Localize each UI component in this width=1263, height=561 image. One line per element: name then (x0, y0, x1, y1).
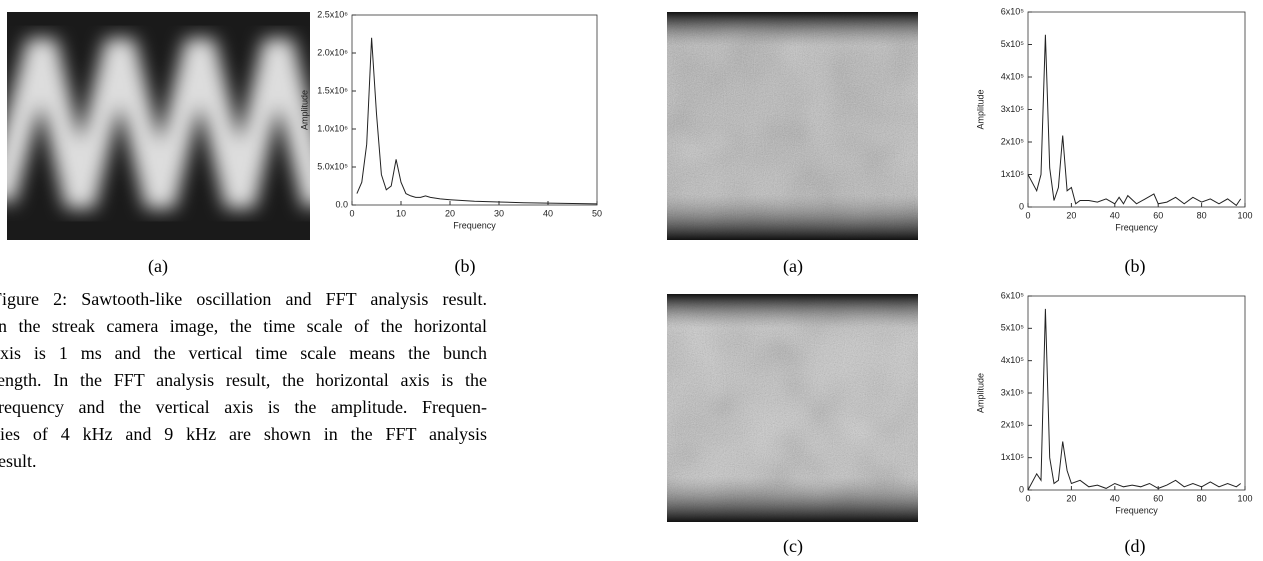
streak-image-top (667, 12, 918, 240)
x-axis-label: Frequency (453, 220, 496, 230)
y-tick-label: 1x10⁵ (1001, 169, 1025, 179)
x-tick-label: 0 (349, 208, 354, 218)
y-tick-label: 2.0x10⁶ (317, 47, 348, 57)
x-tick-label: 40 (1110, 210, 1120, 220)
x-tick-label: 80 (1197, 210, 1207, 220)
y-tick-label: 0 (1019, 201, 1024, 211)
caption-line: length. In the FFT analysis result, the … (0, 370, 487, 390)
x-tick-label: 50 (592, 208, 602, 218)
data-line (356, 37, 598, 205)
y-axis-label: Amplitude (975, 89, 985, 129)
y-tick-label: 2x10⁵ (1001, 420, 1025, 430)
caption: Figure 2: Sawtooth-like oscillation and … (0, 286, 487, 475)
x-tick-label: 10 (396, 208, 406, 218)
y-tick-label: 5.0x10⁵ (317, 161, 348, 171)
y-tick-label: 0 (1019, 484, 1024, 494)
y-axis-label: Amplitude (975, 373, 985, 413)
x-tick-label: 20 (1066, 210, 1076, 220)
subfigure-label: (c) (783, 536, 803, 557)
caption-line: cies of 4 kHz and 9 kHz are shown in the… (0, 424, 487, 444)
y-tick-label: 1.5x10⁶ (317, 85, 348, 95)
subfigure-label: (a) (783, 256, 803, 277)
x-tick-label: 40 (543, 208, 553, 218)
plot-frame (351, 14, 598, 206)
caption-line: result. (0, 451, 37, 471)
caption-line: In the streak camera image, the time sca… (0, 316, 487, 336)
data-line (1027, 34, 1242, 207)
x-axis-label: Frequency (1115, 505, 1158, 515)
subfigure-label: (d) (1125, 536, 1146, 557)
y-tick-label: 2.5x10⁶ (317, 9, 348, 19)
y-tick-label: 3x10⁵ (1001, 104, 1025, 114)
caption-line: axis is 1 ms and the vertical time scale… (0, 343, 487, 363)
x-tick-label: 100 (1237, 493, 1252, 503)
streak-image-sawtooth (7, 12, 310, 240)
x-tick-label: 20 (445, 208, 455, 218)
subfigure-label: (b) (1125, 256, 1146, 277)
caption-line: Figure 2: Sawtooth-like oscillation and … (0, 289, 487, 309)
x-tick-label: 80 (1197, 493, 1207, 503)
x-tick-label: 20 (1066, 493, 1076, 503)
x-tick-label: 0 (1025, 210, 1030, 220)
x-tick-label: 60 (1153, 210, 1163, 220)
x-tick-label: 30 (494, 208, 504, 218)
x-tick-label: 60 (1153, 493, 1163, 503)
y-tick-label: 6x10⁵ (1001, 290, 1025, 300)
x-axis-label: Frequency (1115, 222, 1158, 232)
y-tick-label: 5x10⁵ (1001, 323, 1025, 333)
y-tick-label: 0.0 (335, 199, 348, 209)
subfigure-label: (a) (148, 256, 168, 277)
y-tick-label: 5x10⁵ (1001, 39, 1025, 49)
subfigure-label: (b) (455, 256, 476, 277)
y-axis-label: Amplitude (299, 90, 309, 130)
x-tick-label: 40 (1110, 493, 1120, 503)
x-tick-label: 100 (1237, 210, 1252, 220)
y-tick-label: 4x10⁵ (1001, 355, 1025, 365)
x-tick-label: 0 (1025, 493, 1030, 503)
caption-line: frequency and the vertical axis is the a… (0, 397, 487, 417)
y-tick-label: 2x10⁵ (1001, 136, 1025, 146)
streak-image-bottom (667, 294, 918, 522)
y-tick-label: 1x10⁵ (1001, 452, 1025, 462)
y-tick-label: 4x10⁵ (1001, 71, 1025, 81)
y-tick-label: 6x10⁵ (1001, 6, 1025, 16)
data-line (1027, 308, 1241, 491)
y-tick-label: 1.0x10⁶ (317, 123, 348, 133)
y-tick-label: 3x10⁵ (1001, 387, 1025, 397)
plot-frame (1027, 11, 1246, 208)
